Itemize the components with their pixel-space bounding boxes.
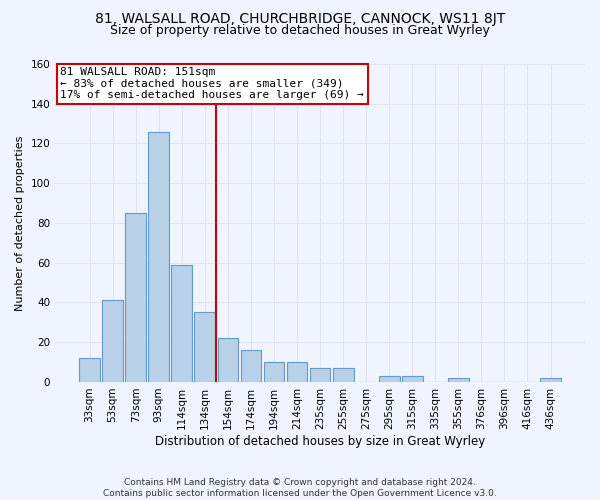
Bar [125,213,146,382]
Bar [540,378,561,382]
Text: Size of property relative to detached houses in Great Wyrley: Size of property relative to detached ho… [110,24,490,37]
Bar [148,132,169,382]
Bar [172,264,192,382]
Bar [310,368,331,382]
Bar [79,358,100,382]
Bar [218,338,238,382]
Bar [194,312,215,382]
Bar [263,362,284,382]
Text: 81, WALSALL ROAD, CHURCHBRIDGE, CANNOCK, WS11 8JT: 81, WALSALL ROAD, CHURCHBRIDGE, CANNOCK,… [95,12,505,26]
Y-axis label: Number of detached properties: Number of detached properties [15,136,25,310]
Bar [102,300,123,382]
Bar [379,376,400,382]
Bar [333,368,353,382]
Text: Contains HM Land Registry data © Crown copyright and database right 2024.
Contai: Contains HM Land Registry data © Crown c… [103,478,497,498]
Bar [241,350,262,382]
X-axis label: Distribution of detached houses by size in Great Wyrley: Distribution of detached houses by size … [155,434,485,448]
Text: 81 WALSALL ROAD: 151sqm
← 83% of detached houses are smaller (349)
17% of semi-d: 81 WALSALL ROAD: 151sqm ← 83% of detache… [61,67,364,100]
Bar [402,376,422,382]
Bar [287,362,307,382]
Bar [448,378,469,382]
